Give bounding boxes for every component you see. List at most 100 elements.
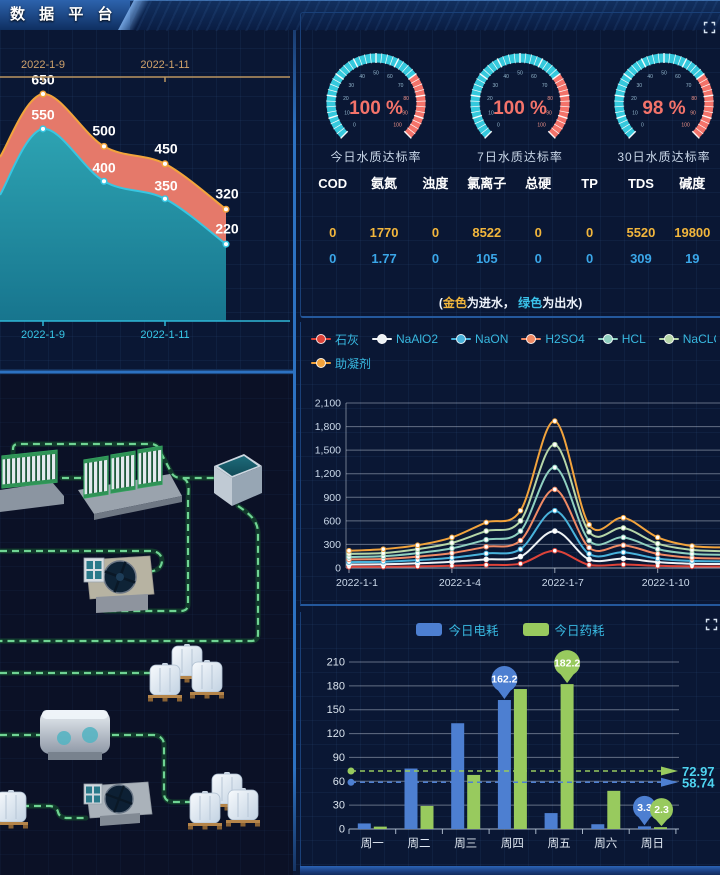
membrane-rack — [0, 449, 64, 512]
legend-marker-icon — [451, 334, 472, 344]
svg-text:2022-1-10: 2022-1-10 — [642, 577, 690, 589]
gauge-caption: 30日水质达标率 — [617, 150, 711, 164]
svg-text:周一: 周一 — [361, 837, 384, 850]
svg-text:周三: 周三 — [454, 837, 477, 850]
table-cell-outflow: 0 — [585, 251, 594, 266]
chemical-bag — [0, 789, 28, 829]
svg-text:80: 80 — [403, 96, 409, 102]
legend-label: NaCLO — [682, 332, 716, 346]
svg-text:58.74: 58.74 — [682, 775, 715, 790]
legend-marker-icon — [597, 334, 618, 344]
svg-text:20: 20 — [487, 96, 493, 102]
page-title: 数 据 平 台 — [10, 6, 118, 23]
svg-text:40: 40 — [503, 74, 509, 80]
bottom-border-glow — [300, 866, 720, 875]
legend-label: HCL — [621, 332, 646, 346]
svg-text:162.2: 162.2 — [491, 674, 517, 686]
dosing-machine — [40, 710, 110, 760]
svg-text:182.2: 182.2 — [554, 658, 580, 670]
svg-text:60: 60 — [531, 74, 537, 80]
note-part: 绿色 — [518, 296, 543, 310]
svg-text:90: 90 — [546, 110, 552, 116]
legend-item-助凝剂[interactable]: 助凝剂 — [311, 355, 371, 372]
daily-consumption-panel: 0 30 60 90 120 150 180 210 周一 周二 周三 周四 周五 周六 周日 72.97 58… — [300, 612, 720, 866]
svg-text:0: 0 — [353, 123, 356, 129]
svg-text:30: 30 — [493, 83, 499, 89]
svg-text:70: 70 — [686, 83, 692, 89]
svg-text:900: 900 — [323, 492, 341, 504]
expand-icon[interactable] — [703, 21, 717, 35]
svg-text:80: 80 — [691, 96, 697, 102]
svg-text:100: 100 — [393, 123, 402, 129]
table-cell-inflow: 8522 — [472, 225, 502, 240]
svg-text:周日: 周日 — [641, 837, 664, 850]
svg-text:150: 150 — [327, 704, 345, 716]
svg-text:320: 320 — [215, 186, 239, 202]
legend-item-HCL[interactable]: HCL — [597, 332, 646, 346]
banner-title-block — [0, 0, 130, 30]
table-cell-inflow: 0 — [585, 225, 594, 240]
legend-item-NaAlO2[interactable]: NaAlO2 — [372, 332, 438, 346]
table-cell-outflow: 105 — [475, 251, 498, 266]
legend-item-今日电耗[interactable]: 今日电耗 — [416, 620, 499, 639]
legend-item-今日药耗[interactable]: 今日药耗 — [522, 620, 605, 639]
svg-text:0: 0 — [339, 824, 345, 836]
table-cell-outflow: 0 — [534, 251, 542, 266]
legend-label: 今日电耗 — [448, 624, 499, 638]
legend-item-石灰[interactable]: 石灰 — [311, 331, 359, 348]
svg-text:3.3: 3.3 — [637, 802, 652, 814]
table-note: (金色为进水， 绿色为出水) — [301, 294, 720, 311]
plant-3d-panel — [0, 374, 293, 875]
daily-consumption-bar-chart: 0 30 60 90 120 150 180 210 周一 周二 周三 周四 周五 周六 周日 72.9758… — [327, 650, 715, 850]
legend-label: 今日药耗 — [554, 624, 605, 638]
table-cell-inflow: 1770 — [369, 225, 399, 240]
svg-text:2022-1-9: 2022-1-9 — [21, 59, 65, 71]
gauge-caption: 今日水质达标率 — [330, 150, 422, 164]
table-header: 氨氮 — [371, 176, 398, 191]
table-cell-inflow: 0 — [431, 225, 440, 240]
legend-item-NaON[interactable]: NaON — [451, 332, 508, 346]
svg-text:300: 300 — [323, 539, 341, 551]
expand-icon[interactable] — [705, 618, 719, 632]
membrane-platform — [78, 445, 182, 520]
svg-text:周二: 周二 — [408, 837, 431, 850]
table-cell-outflow: 0 — [431, 251, 440, 266]
svg-text:60: 60 — [387, 74, 393, 80]
svg-text:500: 500 — [92, 123, 116, 139]
svg-text:100 %: 100 % — [349, 98, 403, 119]
table-cell-outflow: 0 — [329, 251, 337, 266]
table-header: TDS — [627, 176, 654, 191]
legend-label: NaAlO2 — [396, 332, 439, 346]
sedimentation-tank — [83, 555, 155, 613]
legend-marker-icon — [311, 358, 331, 368]
svg-text:2022-1-11: 2022-1-11 — [140, 59, 189, 71]
storage-tank — [214, 454, 262, 506]
horizontal-divider — [0, 369, 296, 374]
legend-label: H2SO4 — [545, 332, 585, 346]
legend-marker-icon — [311, 334, 331, 344]
svg-text:50: 50 — [373, 71, 379, 77]
gauge-caption: 7日水质达标率 — [477, 150, 563, 164]
svg-text:1,500: 1,500 — [315, 445, 341, 457]
svg-text:30: 30 — [349, 83, 355, 89]
note-part: 为出水) — [542, 296, 583, 310]
svg-text:210: 210 — [327, 657, 345, 669]
water-quality-panel: 0 10 20 30 40 50 60 70 80 90 100 100 % 今日水质达标率 0 10 20 3… — [300, 12, 720, 318]
svg-text:220: 220 — [215, 221, 239, 237]
note-part: 金色 — [442, 296, 467, 310]
svg-text:100: 100 — [537, 123, 546, 129]
legend-label: 助凝剂 — [335, 356, 372, 371]
plant-3d-scene — [0, 441, 262, 830]
gauge-1: 0 10 20 30 40 50 60 70 80 90 100 100 % 7日水质达标率 — [455, 27, 585, 165]
legend-marker-icon — [658, 334, 679, 344]
legend-item-NaCLO[interactable]: NaCLO — [658, 332, 716, 346]
quality-table: COD 氨氮 浊度 氯离子 总硬 TP TDS 碱度 0 1770 0 8522 0 0 5520 19800… — [307, 176, 718, 272]
svg-text:2022-1-9: 2022-1-9 — [21, 329, 65, 341]
chemical-bag-stack — [148, 643, 224, 702]
secondary-clarifier — [83, 781, 153, 826]
svg-text:600: 600 — [323, 515, 341, 527]
note-part: 为进水， — [466, 296, 519, 310]
legend-item-H2SO4[interactable]: H2SO4 — [521, 332, 585, 346]
top-banner: 数 据 平 台 — [0, 0, 720, 31]
inflow-outflow-panel: 650 500 450 320 550 400 350 220 2022-1-9 2022-1-1… — [0, 30, 295, 370]
